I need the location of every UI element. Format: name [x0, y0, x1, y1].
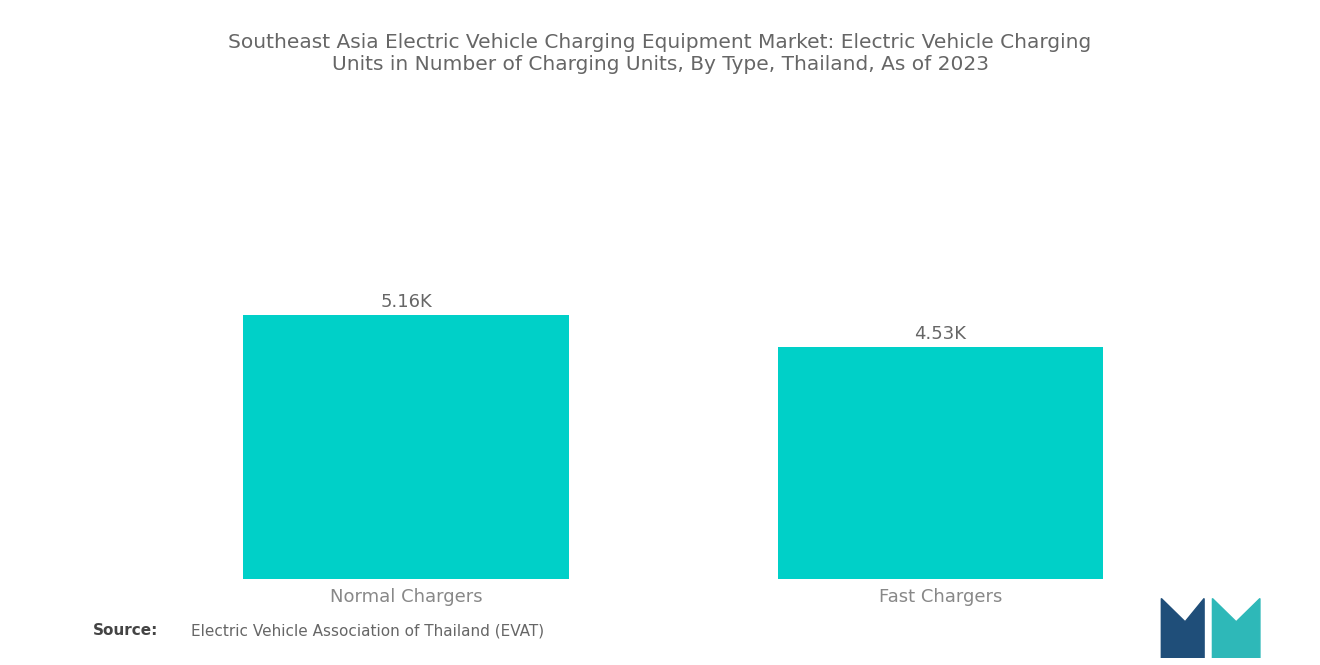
- Text: 4.53K: 4.53K: [915, 325, 966, 342]
- Bar: [243, 315, 569, 579]
- Text: Electric Vehicle Association of Thailand (EVAT): Electric Vehicle Association of Thailand…: [191, 623, 545, 638]
- Polygon shape: [1162, 598, 1204, 658]
- Text: Southeast Asia Electric Vehicle Charging Equipment Market: Electric Vehicle Char: Southeast Asia Electric Vehicle Charging…: [228, 33, 1092, 74]
- Text: Source:: Source:: [92, 623, 158, 638]
- Bar: [777, 347, 1104, 579]
- Text: 5.16K: 5.16K: [380, 293, 432, 311]
- Polygon shape: [1213, 598, 1259, 658]
